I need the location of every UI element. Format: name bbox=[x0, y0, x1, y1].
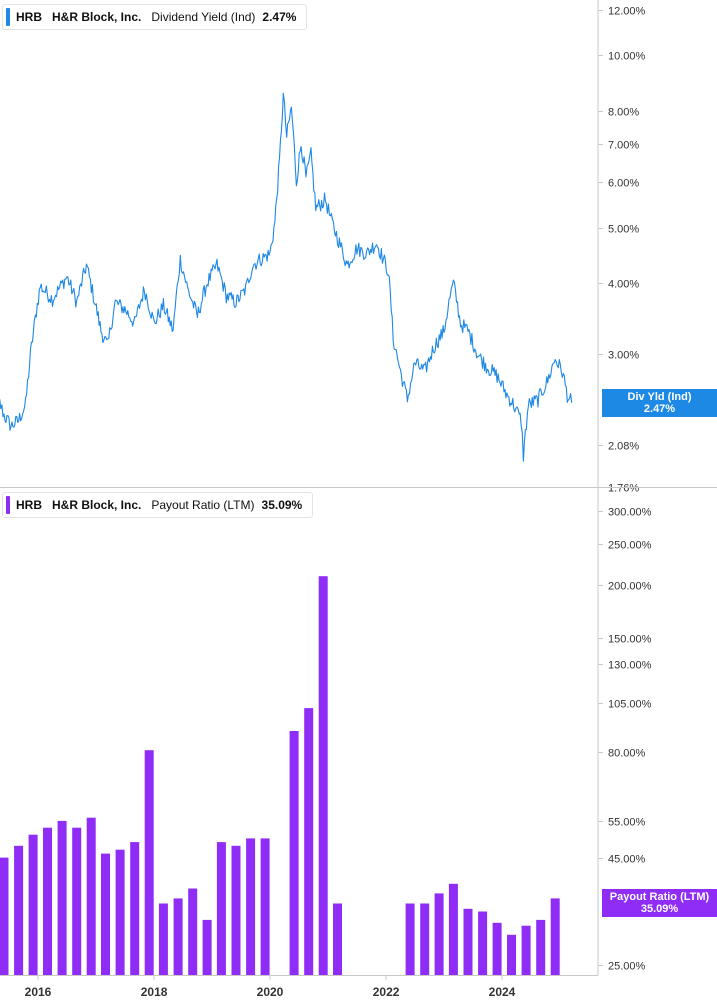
payout-ratio-bar bbox=[188, 888, 198, 975]
top-legend-value: 2.47% bbox=[262, 10, 297, 24]
x-tick-label: 2022 bbox=[373, 985, 400, 999]
bottom-y-tick-label: 200.00% bbox=[608, 581, 652, 593]
payout-ratio-bar bbox=[289, 731, 299, 975]
x-tick-label: 2020 bbox=[257, 985, 284, 999]
payout-ratio-bar bbox=[158, 903, 168, 975]
x-tick-label: 2018 bbox=[141, 985, 168, 999]
payout-ratio-bar bbox=[86, 817, 96, 975]
top-legend-swatch bbox=[6, 8, 10, 26]
payout-ratio-bar bbox=[333, 903, 342, 975]
bottom-legend: HRB H&R Block, Inc. Payout Ratio (LTM) 3… bbox=[2, 492, 314, 518]
dividend-yield-badge-value: 2.47% bbox=[643, 402, 676, 415]
payout-ratio-bar bbox=[246, 838, 256, 975]
top-y-tick-label: 3.00% bbox=[608, 350, 639, 362]
payout-ratio-panel: 300.00% 250.00% 200.00% 150.00% 130.00% 105.0… bbox=[0, 488, 652, 975]
bottom-y-tick-label: 150.00% bbox=[608, 634, 652, 646]
top-y-tick-label: 1.76% bbox=[608, 483, 639, 495]
bottom-legend-company: H&R Block, Inc. bbox=[52, 498, 142, 512]
payout-ratio-bar bbox=[202, 919, 212, 975]
top-y-tick-label: 8.00% bbox=[608, 107, 639, 119]
payout-ratio-bar bbox=[144, 750, 154, 975]
payout-ratio-bar bbox=[420, 903, 430, 975]
bottom-y-tick-label: 80.00% bbox=[608, 748, 646, 760]
payout-ratio-bar bbox=[478, 911, 488, 975]
payout-ratio-bar bbox=[216, 842, 226, 975]
payout-ratio-bar bbox=[0, 857, 9, 975]
bottom-y-tick-label: 300.00% bbox=[608, 507, 652, 519]
dividend-yield-panel: 12.00% 10.00% 8.00% 7.00% 6.00% 5.00% 4.00% 3.0… bbox=[0, 0, 646, 495]
bottom-legend-value: 35.09% bbox=[261, 498, 303, 512]
bottom-y-tick-label: 25.00% bbox=[608, 961, 646, 973]
top-legend-ticker: HRB bbox=[16, 10, 42, 24]
top-y-tick-label: 12.00% bbox=[608, 6, 646, 18]
payout-ratio-bar bbox=[57, 820, 67, 975]
top-y-tick-label: 7.00% bbox=[608, 140, 639, 152]
dividend-yield-badge: Div Yld (Ind) 2.47% bbox=[602, 388, 717, 417]
bottom-legend-ticker: HRB bbox=[16, 498, 42, 512]
payout-ratio-bar bbox=[304, 708, 314, 975]
payout-ratio-bar bbox=[507, 934, 516, 975]
bottom-legend-metric: Payout Ratio (LTM) bbox=[151, 498, 255, 512]
top-legend: HRB H&R Block, Inc. Dividend Yield (Ind)… bbox=[2, 4, 308, 30]
bottom-y-tick-label: 45.00% bbox=[608, 854, 646, 866]
top-legend-metric: Dividend Yield (Ind) bbox=[151, 10, 256, 24]
payout-ratio-badge-value: 35.09% bbox=[640, 903, 679, 916]
payout-ratio-bar bbox=[463, 908, 473, 975]
top-y-tick-label: 10.00% bbox=[608, 51, 646, 63]
payout-ratio-bar bbox=[28, 834, 38, 975]
bottom-y-tick-label: 250.00% bbox=[608, 540, 652, 552]
bottom-y-tick-label: 105.00% bbox=[608, 699, 652, 711]
dividend-yield-badge-label: Div Yld (Ind) bbox=[627, 390, 692, 403]
x-tick-label: 2016 bbox=[25, 985, 52, 999]
bottom-y-tick-label: 55.00% bbox=[608, 817, 646, 829]
payout-ratio-bar bbox=[434, 893, 444, 975]
payout-ratio-bar bbox=[101, 853, 110, 975]
payout-ratio-bar bbox=[115, 849, 125, 975]
bottom-y-tick-label: 130.00% bbox=[608, 660, 652, 672]
payout-ratio-bar bbox=[260, 838, 270, 975]
payout-ratio-bar bbox=[173, 898, 183, 975]
x-tick-label: 2024 bbox=[489, 985, 516, 999]
payout-ratio-bar bbox=[318, 576, 328, 975]
payout-ratio-bar bbox=[536, 919, 546, 975]
payout-ratio-bar bbox=[72, 827, 82, 975]
payout-ratio-bar bbox=[43, 827, 52, 975]
payout-ratio-badge: Payout Ratio (LTM) 35.09% bbox=[602, 889, 717, 918]
payout-ratio-bar bbox=[492, 922, 502, 975]
payout-ratio-bar bbox=[521, 925, 531, 975]
top-y-tick-label: 2.08% bbox=[608, 441, 639, 453]
top-y-tick-label: 4.00% bbox=[608, 279, 639, 291]
bottom-legend-swatch bbox=[6, 496, 10, 514]
top-y-tick-label: 6.00% bbox=[608, 178, 639, 190]
payout-ratio-badge-label: Payout Ratio (LTM) bbox=[609, 891, 710, 904]
payout-ratio-bar bbox=[14, 845, 24, 975]
payout-ratio-bar bbox=[231, 845, 241, 975]
payout-ratio-bar bbox=[550, 898, 560, 975]
payout-ratio-bar bbox=[405, 903, 415, 975]
top-y-tick-label: 5.00% bbox=[608, 224, 639, 236]
top-legend-company: H&R Block, Inc. bbox=[52, 10, 142, 24]
dividend-yield-line bbox=[0, 92, 573, 462]
payout-ratio-bar bbox=[130, 842, 140, 975]
payout-ratio-bar bbox=[448, 883, 458, 975]
